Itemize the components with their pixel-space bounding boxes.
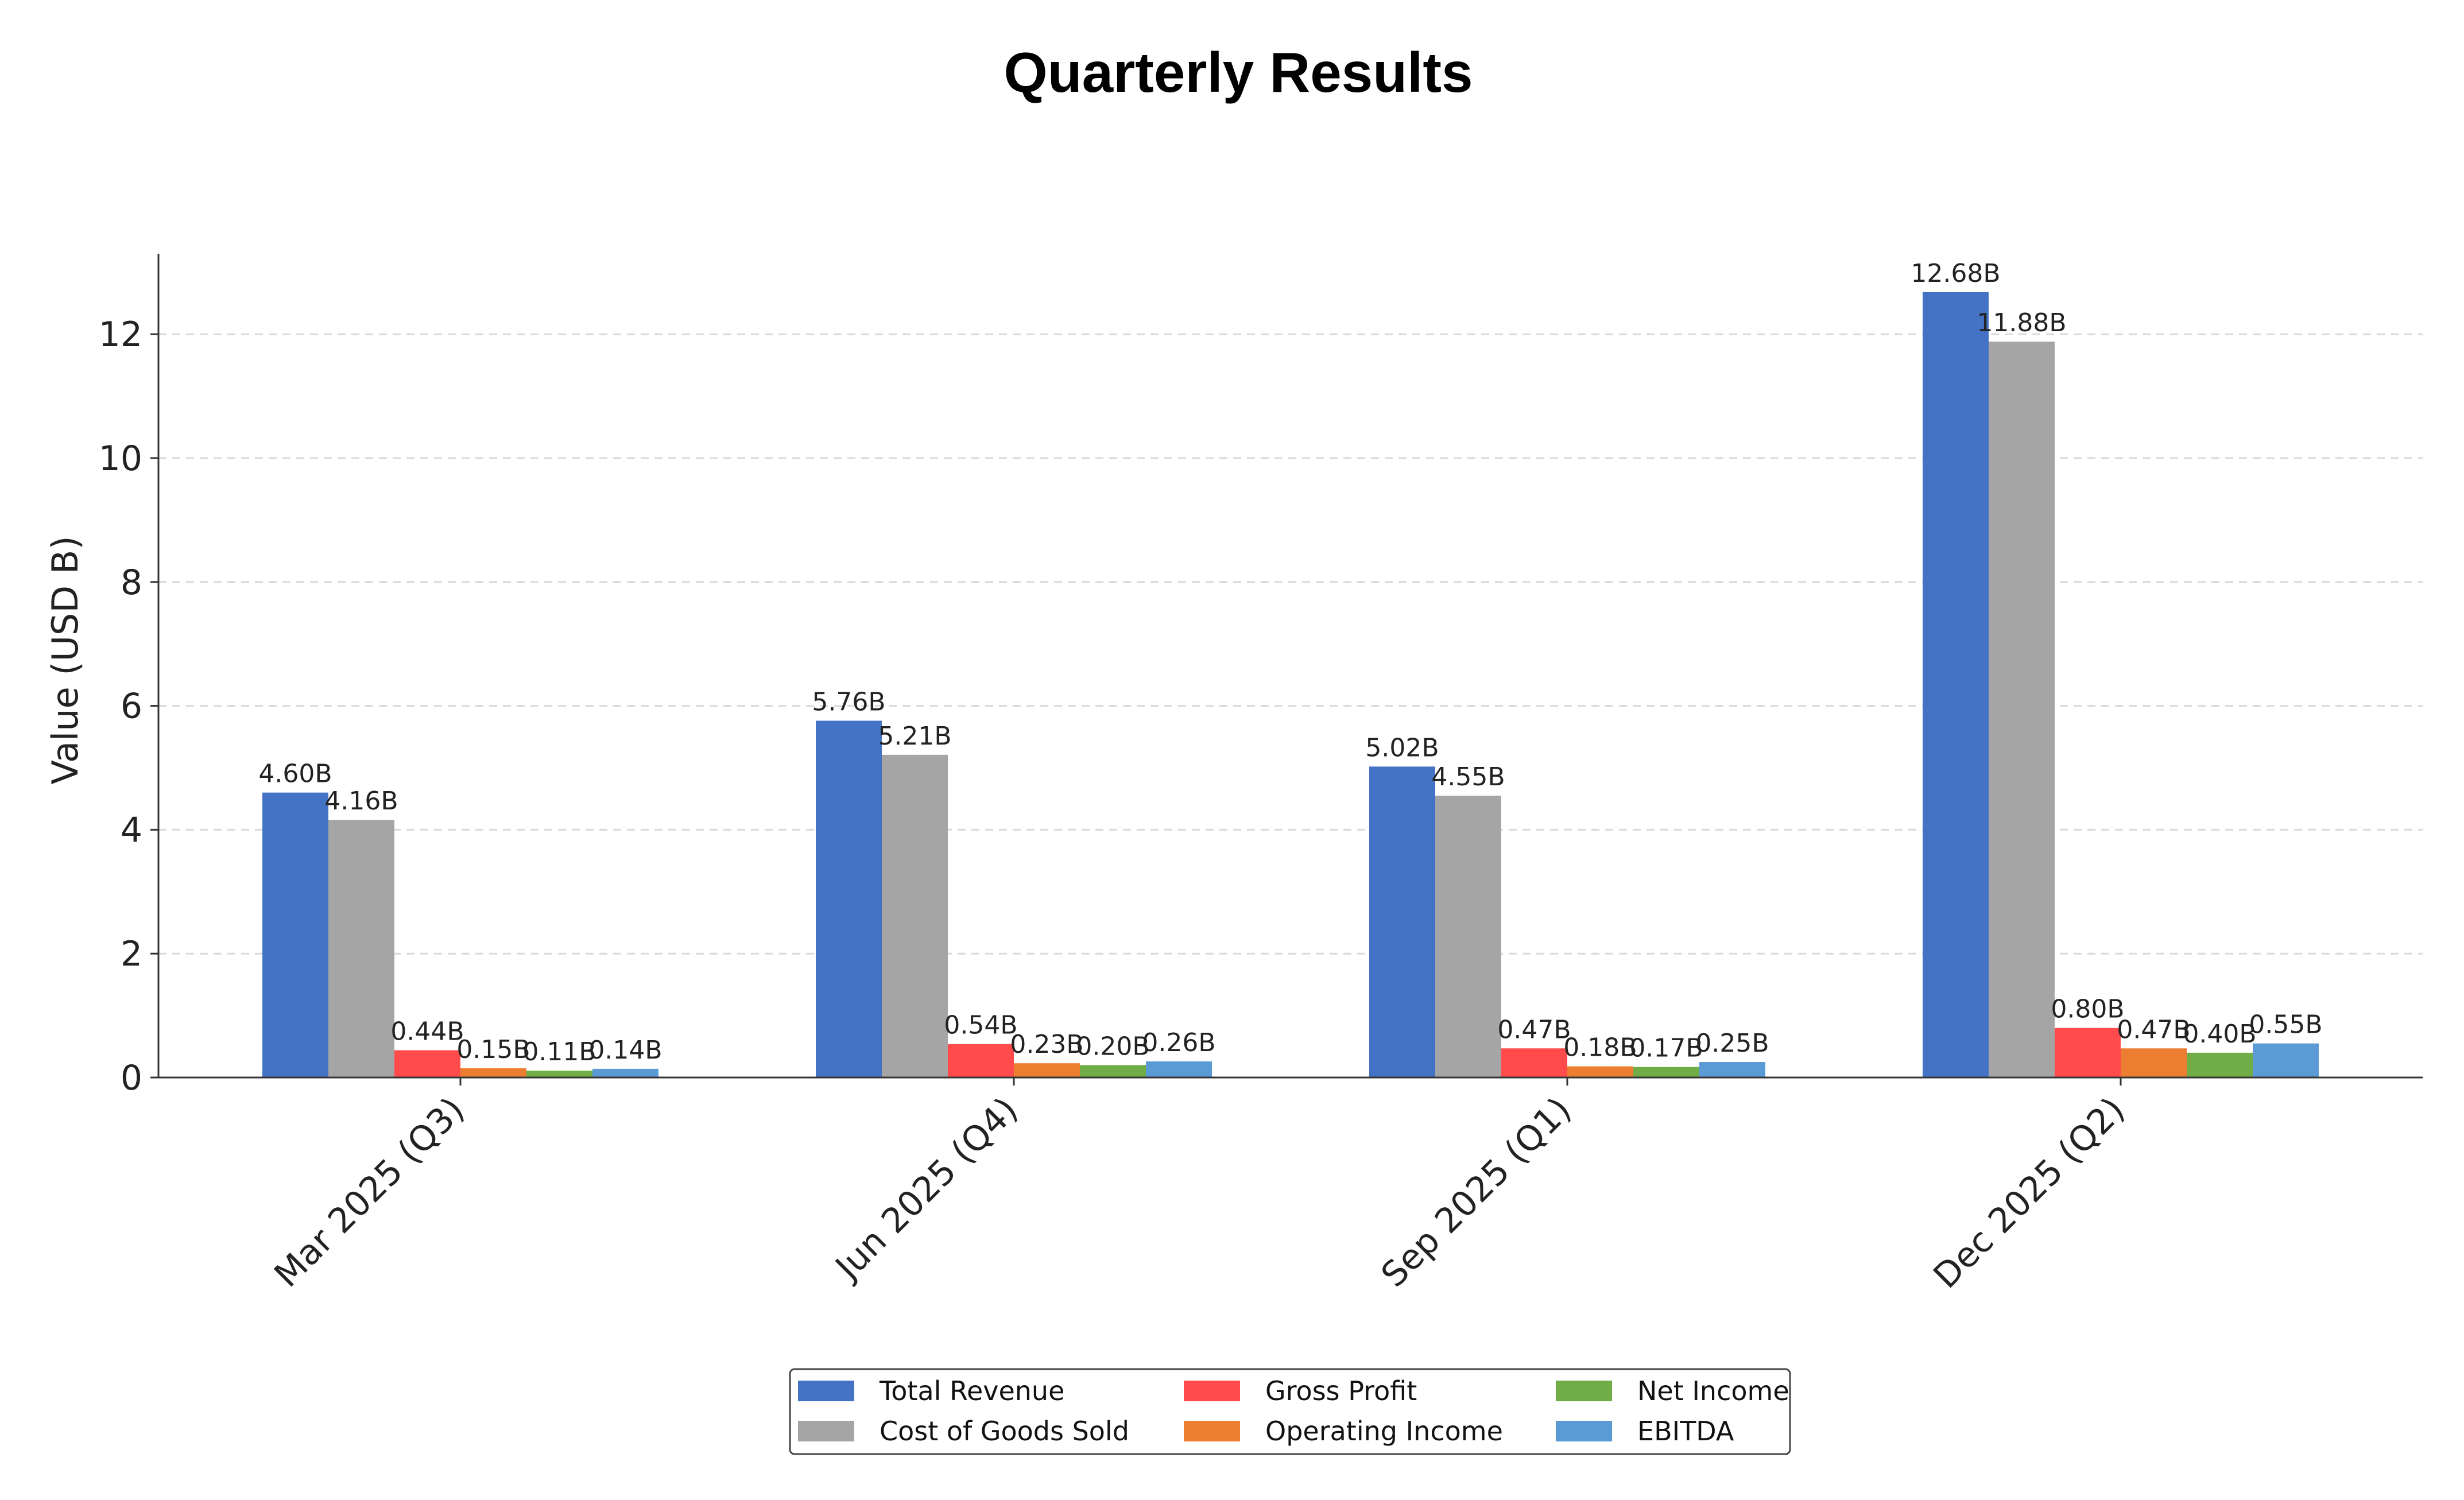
bar: [526, 1071, 592, 1077]
data-label: 5.21B: [878, 722, 951, 751]
data-label: 0.40B: [2183, 1020, 2256, 1049]
bars: [262, 292, 2319, 1078]
bar: [592, 1068, 658, 1077]
data-label: 4.60B: [258, 759, 332, 789]
legend: Total Revenue Cost of Goods Sold Gross Pro…: [789, 1368, 1791, 1455]
data-label: 5.02B: [1365, 733, 1439, 762]
bar: [1369, 766, 1435, 1077]
legend-swatch: [1556, 1421, 1612, 1441]
legend-label: Gross Profit: [1265, 1375, 1417, 1406]
data-label: 4.16B: [324, 786, 398, 816]
legend-label: Cost of Goods Sold: [880, 1416, 1129, 1447]
legend-label: Total Revenue: [879, 1375, 1064, 1406]
bar: [1080, 1065, 1146, 1077]
data-label: 0.23B: [1010, 1030, 1083, 1059]
data-label: 0.26B: [1142, 1028, 1215, 1057]
y-ticks: 0 2 4 6 8 10 12: [99, 315, 158, 1098]
y-tick-label: 6: [121, 687, 142, 727]
bar: [2187, 1052, 2253, 1077]
data-label: 0.25B: [1695, 1029, 1769, 1058]
bar: [1567, 1066, 1633, 1077]
legend-frame: [789, 1368, 1791, 1455]
legend-swatch: [1184, 1381, 1240, 1401]
data-label: 0.80B: [2051, 995, 2124, 1024]
y-tick-label: 8: [121, 563, 142, 603]
data-label: 0.54B: [944, 1011, 1017, 1040]
bar: [1146, 1061, 1212, 1077]
bar: [1014, 1063, 1080, 1077]
y-axis-label: Value (USD B): [44, 536, 86, 784]
bar: [2121, 1048, 2187, 1077]
y-tick-label: 10: [99, 439, 142, 479]
bar: [882, 754, 948, 1077]
legend-label: EBITDA: [1637, 1416, 1734, 1447]
bar: [1633, 1067, 1699, 1077]
bar: [1699, 1062, 1765, 1077]
axes: [157, 254, 2423, 1079]
data-label: 0.55B: [2249, 1010, 2322, 1040]
y-tick-label: 2: [121, 934, 142, 974]
bar: [1501, 1048, 1567, 1077]
bar: [1989, 342, 2055, 1078]
bar: [2055, 1028, 2121, 1077]
y-tick-label: 0: [121, 1058, 142, 1098]
bar: [394, 1050, 460, 1077]
y-tick-label: 4: [121, 810, 142, 850]
data-label: 0.20B: [1076, 1032, 1149, 1061]
data-label: 0.11B: [522, 1037, 596, 1067]
legend-label: Net Income: [1637, 1375, 1789, 1406]
bar: [2253, 1043, 2319, 1077]
bar: [328, 820, 394, 1077]
data-label: 12.68B: [1911, 259, 2000, 288]
data-label: 0.47B: [2117, 1015, 2190, 1044]
data-label: 0.44B: [390, 1017, 464, 1046]
data-label: 4.55B: [1431, 762, 1505, 792]
bar: [262, 792, 328, 1077]
legend-swatch: [798, 1381, 854, 1401]
bar: [460, 1068, 526, 1077]
legend-swatch: [798, 1421, 854, 1441]
data-label: 5.76B: [812, 687, 885, 716]
bar: [816, 720, 882, 1077]
y-tick-label: 12: [99, 315, 142, 355]
legend-swatch: [1184, 1421, 1240, 1441]
data-label: 0.14B: [588, 1036, 662, 1065]
grid: [158, 333, 2423, 955]
data-label: 11.88B: [1977, 308, 2066, 338]
bar: [948, 1044, 1014, 1077]
bar: [1435, 796, 1501, 1077]
legend-label: Operating Income: [1265, 1416, 1503, 1447]
bar: [1923, 292, 1989, 1077]
data-label: 0.18B: [1563, 1033, 1637, 1063]
data-label: 0.15B: [456, 1035, 530, 1064]
legend-swatch: [1556, 1381, 1612, 1401]
data-label: 0.47B: [1497, 1015, 1571, 1044]
chart-title: Quarterly Results: [1004, 41, 1473, 104]
data-label: 0.17B: [1629, 1034, 1703, 1063]
